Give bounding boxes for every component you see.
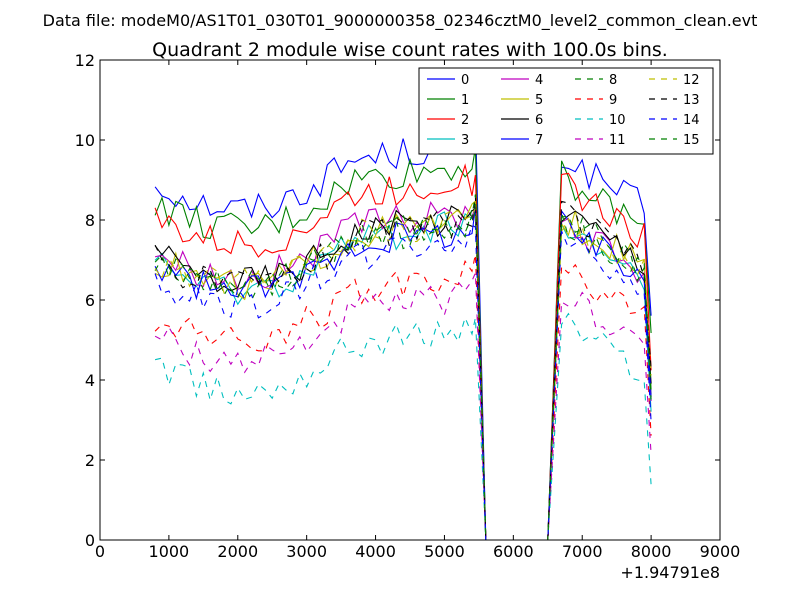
legend-box (418, 67, 714, 155)
series-line-5 (154, 199, 652, 541)
y-tick-label: 6 (85, 291, 95, 310)
legend-label-3: 3 (461, 133, 469, 148)
legend-label-1: 1 (461, 93, 469, 108)
y-tick-label: 12 (75, 51, 95, 70)
legend-label-15: 15 (683, 133, 700, 148)
data-file-label: Data file: modeM0/AS1T01_030T01_90000003… (43, 11, 758, 31)
series-line-3 (154, 206, 652, 541)
series-line-2 (154, 163, 652, 541)
x-tick-label: 9000 (700, 542, 741, 561)
ticks-layer: 0 1000 2000 3000 4000 5000 6000 7000 8000 9000 0 2 4… (75, 51, 741, 561)
y-tick-label: 4 (85, 371, 95, 390)
legend-label-2: 2 (461, 113, 469, 128)
series-line-0 (154, 116, 652, 541)
series-line-7 (154, 207, 652, 541)
x-tick-label: 6000 (493, 542, 534, 561)
legend-label-6: 6 (535, 113, 543, 128)
series-line-14 (154, 224, 652, 541)
x-tick-label: 4000 (355, 542, 396, 561)
legend-label-0: 0 (461, 73, 469, 88)
x-tick-label: 0 (95, 542, 105, 561)
legend-label-5: 5 (535, 93, 543, 108)
legend-label-13: 13 (683, 93, 700, 108)
x-tick-label: 8000 (631, 542, 672, 561)
legend-label-9: 9 (609, 93, 617, 108)
y-tick-label: 0 (85, 531, 95, 550)
x-tick-label: 5000 (424, 542, 465, 561)
series-line-6 (154, 205, 652, 541)
legend-label-14: 14 (683, 113, 700, 128)
legend-label-4: 4 (535, 73, 543, 88)
series-line-12 (154, 208, 652, 541)
legend-label-7: 7 (535, 133, 543, 148)
series-line-9 (154, 254, 652, 541)
legend-label-8: 8 (609, 73, 617, 88)
series-line-13 (154, 195, 652, 541)
legend-label-11: 11 (609, 133, 626, 148)
y-tick-label: 10 (75, 131, 95, 150)
chart-title: Quadrant 2 module wise count rates with … (152, 39, 668, 61)
series-layer (154, 116, 652, 541)
x-tick-label: 2000 (217, 542, 258, 561)
x-tick-label: 3000 (286, 542, 327, 561)
series-line-10 (154, 312, 652, 541)
series-line-8 (154, 206, 652, 541)
series-line-4 (154, 201, 652, 541)
x-tick-label: 1000 (149, 542, 190, 561)
y-tick-label: 2 (85, 451, 95, 470)
series-line-15 (154, 194, 652, 541)
legend-label-10: 10 (609, 113, 626, 128)
legend-label-12: 12 (683, 73, 700, 88)
x-tick-label: 7000 (562, 542, 603, 561)
y-tick-label: 8 (85, 211, 95, 230)
series-line-11 (154, 272, 652, 541)
x-offset-label: +1.94791e8 (620, 563, 720, 582)
